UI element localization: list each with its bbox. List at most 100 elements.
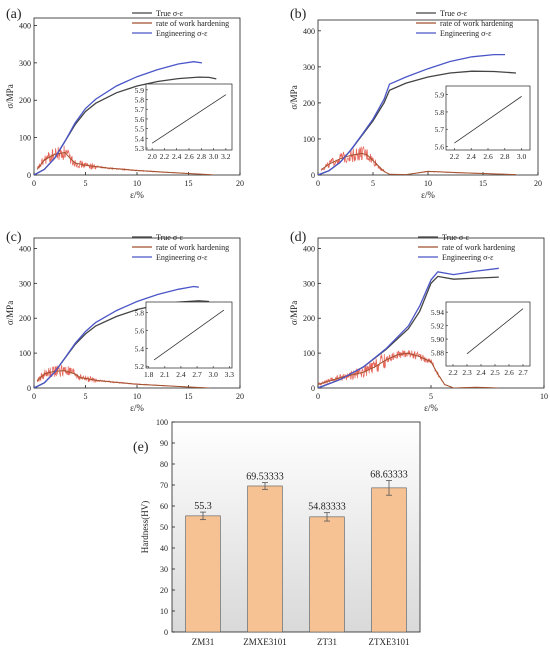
legend-label: True σ-ε bbox=[442, 233, 470, 242]
y-tick-label: 400 bbox=[19, 21, 31, 30]
data-label: 54.83333 bbox=[308, 502, 346, 513]
y-axis-label: σ/MPa bbox=[289, 85, 299, 109]
inset-x-tick-label: 2.7 bbox=[518, 368, 528, 377]
panel-label: (d) bbox=[290, 230, 307, 245]
x-axis-label: ε/% bbox=[130, 403, 144, 413]
inset-y-tick-label: 5.9 bbox=[435, 91, 445, 100]
inset-y-tick-label: 5.5 bbox=[135, 125, 145, 134]
inset-x-tick-label: 2.4 bbox=[172, 152, 182, 161]
inset-y-tick-label: 5.2 bbox=[135, 362, 145, 371]
x-tick-label: 5 bbox=[84, 179, 88, 188]
y-tick-label: 70 bbox=[160, 481, 168, 490]
panel-label: (a) bbox=[6, 7, 22, 22]
inset-x-tick-label: 2.5 bbox=[490, 368, 500, 377]
y-tick-label: 100 bbox=[303, 135, 315, 144]
inset-chart: 2.2 2.3 2.4 2.5 2.6 2.7 5.88 5.90 5.92 5.94 bbox=[431, 301, 531, 377]
inset-fit-line bbox=[151, 94, 227, 144]
y-tick-label: 100 bbox=[156, 418, 168, 427]
y-tick-label: 200 bbox=[19, 314, 31, 323]
series-line bbox=[36, 152, 215, 175]
data-label: 55.3 bbox=[194, 501, 212, 512]
inset-x-tick-label: 2.4 bbox=[476, 368, 486, 377]
y-tick-label: 100 bbox=[19, 134, 31, 143]
legend-label: Engineering σ-ε bbox=[442, 253, 494, 262]
bar bbox=[309, 516, 345, 633]
series-line bbox=[318, 53, 505, 175]
inset-y-tick-label: 5.8 bbox=[435, 108, 445, 117]
inset-x-tick-label: 2.4 bbox=[467, 152, 477, 161]
x-tick-label: 20 bbox=[236, 392, 244, 401]
bar bbox=[185, 515, 221, 633]
y-tick-label: 100 bbox=[303, 349, 315, 358]
y-tick-label: 80 bbox=[160, 460, 168, 469]
x-tick-label: 15 bbox=[185, 392, 193, 401]
inset-y-tick-label: 5.92 bbox=[431, 322, 444, 331]
x-tick-label: 15 bbox=[479, 179, 487, 188]
y-axis-label: Hardness(HV) bbox=[140, 501, 150, 553]
y-tick-label: 200 bbox=[19, 96, 31, 105]
y-tick-label: 0 bbox=[27, 384, 31, 393]
x-tick-label: 5 bbox=[429, 392, 433, 401]
x-tick-label: 0 bbox=[32, 179, 36, 188]
inset-y-tick-label: 5.6 bbox=[435, 143, 445, 152]
y-tick-label: 0 bbox=[164, 628, 168, 637]
y-tick-label: 300 bbox=[19, 279, 31, 288]
x-axis-label: ε/% bbox=[130, 190, 144, 200]
y-tick-label: 200 bbox=[303, 99, 315, 108]
y-tick-label: 30 bbox=[160, 565, 168, 574]
y-axis-label: σ/MPa bbox=[5, 84, 15, 108]
panel-label: (e) bbox=[133, 440, 149, 455]
inset-y-tick-label: 5.8 bbox=[135, 309, 145, 318]
inset-fit-line bbox=[466, 308, 524, 355]
x-tick-label: 0 bbox=[32, 392, 36, 401]
y-tick-label: 0 bbox=[27, 171, 31, 180]
data-label: 69.53333 bbox=[246, 472, 284, 483]
plot-data bbox=[34, 61, 217, 175]
inset-y-tick-label: 5.7 bbox=[435, 125, 445, 134]
inset-x-tick-label: 2.0 bbox=[147, 152, 157, 161]
inset-x-tick-label: 1.8 bbox=[144, 370, 154, 379]
inset-y-tick-label: 5.3 bbox=[135, 144, 145, 153]
inset-chart: 2.2 2.4 2.6 2.8 3.0 5.6 5.7 5.8 5.9 bbox=[435, 85, 531, 161]
legend-label: rate of work hardening bbox=[442, 243, 515, 252]
y-tick-label: 200 bbox=[303, 314, 315, 323]
x-axis-label: ε/% bbox=[424, 403, 438, 413]
series-line bbox=[318, 352, 499, 388]
plot-data bbox=[318, 267, 499, 388]
y-tick-label: 300 bbox=[303, 63, 315, 72]
x-tick-label: 5 bbox=[371, 179, 375, 188]
x-category-label: ZMXE3101 bbox=[243, 637, 287, 647]
inset-y-tick-label: 5.88 bbox=[431, 349, 444, 358]
y-tick-label: 10 bbox=[160, 607, 168, 616]
inset-chart: 1.8 2.1 2.4 2.7 3.0 3.3 5.2 5.4 5.6 5.8 bbox=[135, 301, 234, 379]
legend-label: Engineering σ-ε bbox=[440, 29, 492, 38]
inset-x-tick-label: 2.6 bbox=[483, 152, 493, 161]
inset-x-tick-label: 2.6 bbox=[504, 368, 514, 377]
inset-y-tick-label: 5.90 bbox=[431, 335, 444, 344]
inset-y-tick-label: 5.4 bbox=[135, 344, 145, 353]
inset-fit-line bbox=[454, 96, 522, 144]
legend-label: Engineering σ-ε bbox=[156, 29, 208, 38]
x-category-label: ZT31 bbox=[317, 637, 337, 647]
y-tick-label: 0 bbox=[311, 384, 315, 393]
panel-e: (e) 0 10 20 30 40 50 60 70 80 90 100 Hardness(HV) 55.… bbox=[133, 418, 421, 647]
inset-frame bbox=[445, 301, 531, 367]
legend-label: rate of work hardening bbox=[156, 19, 229, 28]
legend-label: True σ-ε bbox=[440, 9, 468, 18]
series-line bbox=[318, 267, 499, 388]
inset-x-tick-label: 2.4 bbox=[176, 370, 186, 379]
x-tick-label: 5 bbox=[84, 392, 88, 401]
inset-y-tick-label: 5.7 bbox=[135, 105, 145, 114]
y-tick-label: 40 bbox=[160, 544, 168, 553]
inset-y-tick-label: 5.8 bbox=[135, 96, 145, 105]
inset-x-tick-label: 2.6 bbox=[184, 152, 194, 161]
y-tick-label: 20 bbox=[160, 586, 168, 595]
x-tick-label: 15 bbox=[185, 179, 193, 188]
inset-y-tick-label: 5.4 bbox=[135, 134, 145, 143]
x-tick-label: 10 bbox=[133, 179, 141, 188]
inset-chart: 2.0 2.2 2.4 2.6 2.8 3.0 3.2 5.35.45.55.65.75.85… bbox=[135, 83, 233, 161]
